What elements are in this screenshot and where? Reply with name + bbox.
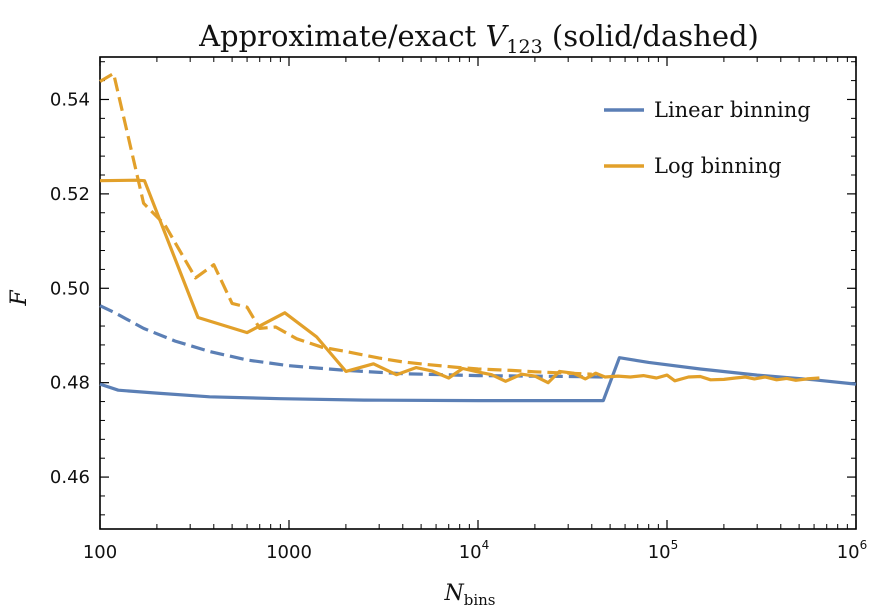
chart-title-var: V (485, 19, 509, 53)
y-tick-label: 0.54 (50, 89, 90, 110)
x-tick-label: 100 (83, 542, 117, 563)
series-line-1-dashed (99, 304, 604, 379)
chart-title-prefix: Approximate/exact (198, 19, 485, 53)
y-axis-label: F (7, 290, 32, 307)
x-tick-label: 105 (648, 538, 679, 563)
series-line-0-solid (99, 356, 857, 403)
x-tick-label: 104 (459, 538, 490, 563)
chart-title-sub: 123 (506, 36, 542, 58)
chart-title: Approximate/exact V123 (solid/dashed) (198, 19, 759, 58)
legend-label-log: Log binning (654, 154, 782, 178)
tick-layer: 0.46 0.48 0.50 0.52 0.54 100 1000 104 105 106 (50, 57, 867, 563)
y-tick-label: 0.52 (50, 184, 90, 205)
x-tick-label: 1000 (266, 542, 312, 563)
x-tick-label: 106 (837, 538, 868, 563)
series-line-2-solid (99, 178, 820, 385)
plot-frame (99, 56, 857, 530)
y-tick-label: 0.48 (50, 373, 90, 394)
y-tick-label: 0.50 (50, 278, 90, 299)
x-axis-label-sub: bins (464, 591, 496, 609)
y-tick-label: 0.46 (50, 467, 90, 488)
chart-title-suffix: (solid/dashed) (543, 19, 759, 53)
x-axis-label-main: N (443, 581, 464, 606)
legend-label-linear: Linear binning (654, 98, 811, 122)
series-layer (99, 71, 857, 403)
series-line-3-dashed (99, 71, 592, 376)
x-axis-label: Nbins (443, 581, 495, 609)
legend: Linear binning Log binning (604, 98, 811, 178)
